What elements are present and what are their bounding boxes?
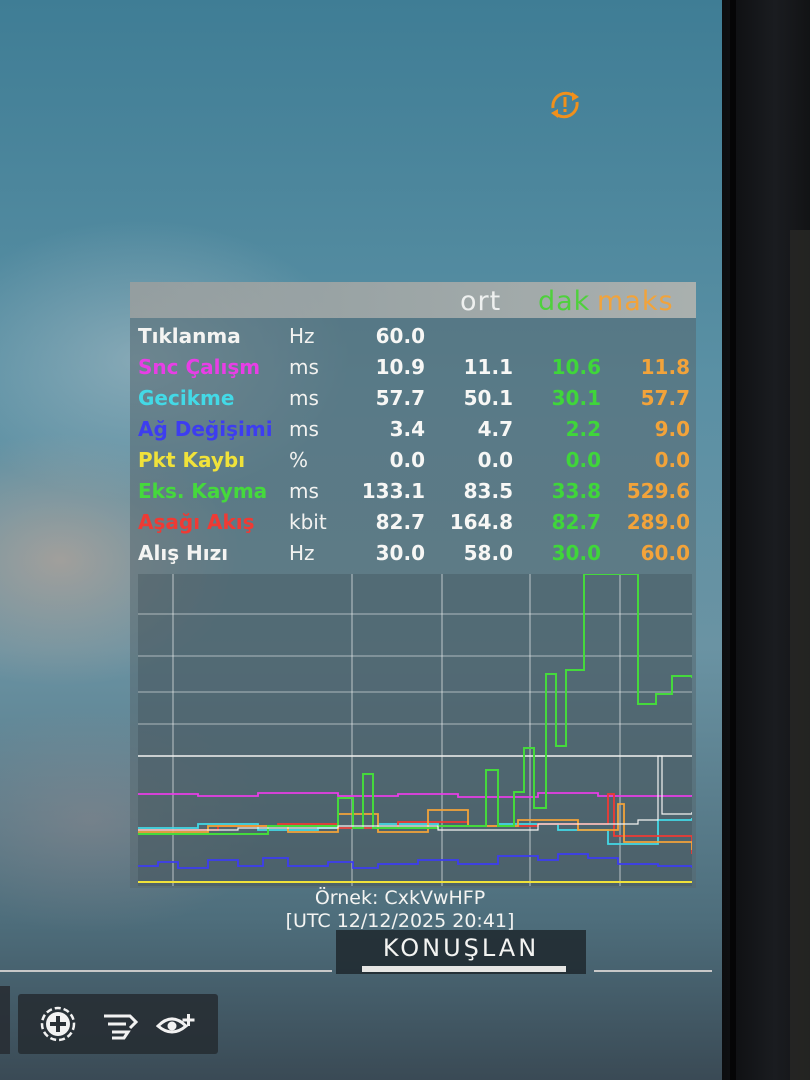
stat-current: 82.7 xyxy=(375,510,425,534)
stat-label: Eks. Kayma xyxy=(138,479,268,503)
stats-header-bar xyxy=(130,282,696,318)
stat-current: 60.0 xyxy=(375,324,425,348)
toolbar-edge xyxy=(0,986,10,1054)
stat-label: Tıklanma xyxy=(138,324,241,348)
stat-average: 83.5 xyxy=(463,479,513,503)
frame-time-trace xyxy=(138,792,692,798)
stat-unit: Hz xyxy=(289,541,315,565)
stats-row: Tıklanma Hz 60.0 xyxy=(0,324,810,354)
stat-average: 11.1 xyxy=(463,355,513,379)
stat-unit: % xyxy=(289,448,309,472)
utc-timestamp: [UTC 12/12/2025 20:41] xyxy=(285,910,515,932)
tab-bar-line-right xyxy=(594,970,712,972)
stat-maximum: 9.0 xyxy=(654,417,690,441)
stat-maximum: 11.8 xyxy=(640,355,690,379)
frame-pacing-trace xyxy=(138,574,692,835)
stat-unit: ms xyxy=(289,417,319,441)
stat-minimum: 30.0 xyxy=(551,541,601,565)
tab-bar-line-left xyxy=(0,970,332,972)
stats-row: Snc Çalışm ms 10.9 11.1 10.6 11.8 xyxy=(0,355,810,385)
stat-label: Alış Hızı xyxy=(138,541,229,565)
performance-graph xyxy=(138,574,692,886)
stat-maximum: 60.0 xyxy=(640,541,690,565)
fast-forward-hand-icon[interactable] xyxy=(100,1004,140,1044)
stats-row: Alış Hızı Hz 30.0 58.0 30.0 60.0 xyxy=(0,541,810,571)
tab-konuslan[interactable]: KONUŞLAN xyxy=(382,934,540,962)
graph-background xyxy=(138,574,692,886)
receive-rate-trace xyxy=(138,755,692,831)
stat-unit: ms xyxy=(289,355,319,379)
background-shadow xyxy=(790,230,810,1080)
stat-average: 164.8 xyxy=(449,510,513,534)
add-circle-icon[interactable] xyxy=(38,1004,78,1044)
stats-row: Pkt Kaybı% 0.0 0.0 0.0 0.0 xyxy=(0,448,810,478)
stat-unit: kbit xyxy=(289,510,327,534)
stat-average: 50.1 xyxy=(463,386,513,410)
stat-average: 0.0 xyxy=(477,448,513,472)
stat-average: 4.7 xyxy=(477,417,513,441)
stat-label: Snc Çalışm xyxy=(138,355,261,379)
orange-trace xyxy=(138,803,692,850)
stats-overlay-panel xyxy=(130,282,696,888)
stat-maximum: 289.0 xyxy=(626,510,690,534)
stat-unit: Hz xyxy=(289,324,315,348)
stat-maximum: 529.6 xyxy=(626,479,690,503)
header-average: ort xyxy=(460,286,502,317)
stat-minimum: 33.8 xyxy=(551,479,601,503)
stats-row: Ağ Değişimi ms 3.4 4.7 2.2 9.0 xyxy=(0,417,810,447)
jitter-trace xyxy=(138,853,692,869)
stat-label: Gecikme xyxy=(138,386,235,410)
stat-maximum: 0.0 xyxy=(654,448,690,472)
sample-id: Örnek: CxkVwHFP xyxy=(314,887,486,909)
stat-unit: ms xyxy=(289,479,319,503)
sync-warning-icon[interactable] xyxy=(545,86,585,124)
eye-plus-icon[interactable] xyxy=(156,1004,196,1044)
tab-active-indicator xyxy=(362,966,566,972)
stat-current: 57.7 xyxy=(375,386,425,410)
stats-row: Aşağı Akış kbit 82.7 164.8 82.7 289.0 xyxy=(0,510,810,540)
stat-maximum: 57.7 xyxy=(640,386,690,410)
header-maximum: maks xyxy=(597,286,674,317)
stat-current: 30.0 xyxy=(375,541,425,565)
stat-current: 3.4 xyxy=(389,417,425,441)
stat-label: Ağ Değişimi xyxy=(138,417,273,441)
stats-row: Eks. Kayma ms 133.1 83.5 33.8 529.6 xyxy=(0,479,810,509)
stat-minimum: 10.6 xyxy=(551,355,601,379)
stat-current: 10.9 xyxy=(375,355,425,379)
monitor-bezel-edge xyxy=(730,0,736,1080)
stat-minimum: 82.7 xyxy=(551,510,601,534)
stat-minimum: 30.1 xyxy=(551,386,601,410)
stat-label: Aşağı Akış xyxy=(138,510,255,534)
stat-current: 133.1 xyxy=(361,479,425,503)
stat-current: 0.0 xyxy=(389,448,425,472)
stat-average: 58.0 xyxy=(463,541,513,565)
stat-unit: ms xyxy=(289,386,319,410)
header-minimum: dak xyxy=(538,286,591,317)
stat-label: Pkt Kaybı xyxy=(138,448,246,472)
stat-minimum: 0.0 xyxy=(565,448,601,472)
stats-row: Gecikme ms 57.7 50.1 30.1 57.7 xyxy=(0,386,810,416)
stat-minimum: 2.2 xyxy=(565,417,601,441)
